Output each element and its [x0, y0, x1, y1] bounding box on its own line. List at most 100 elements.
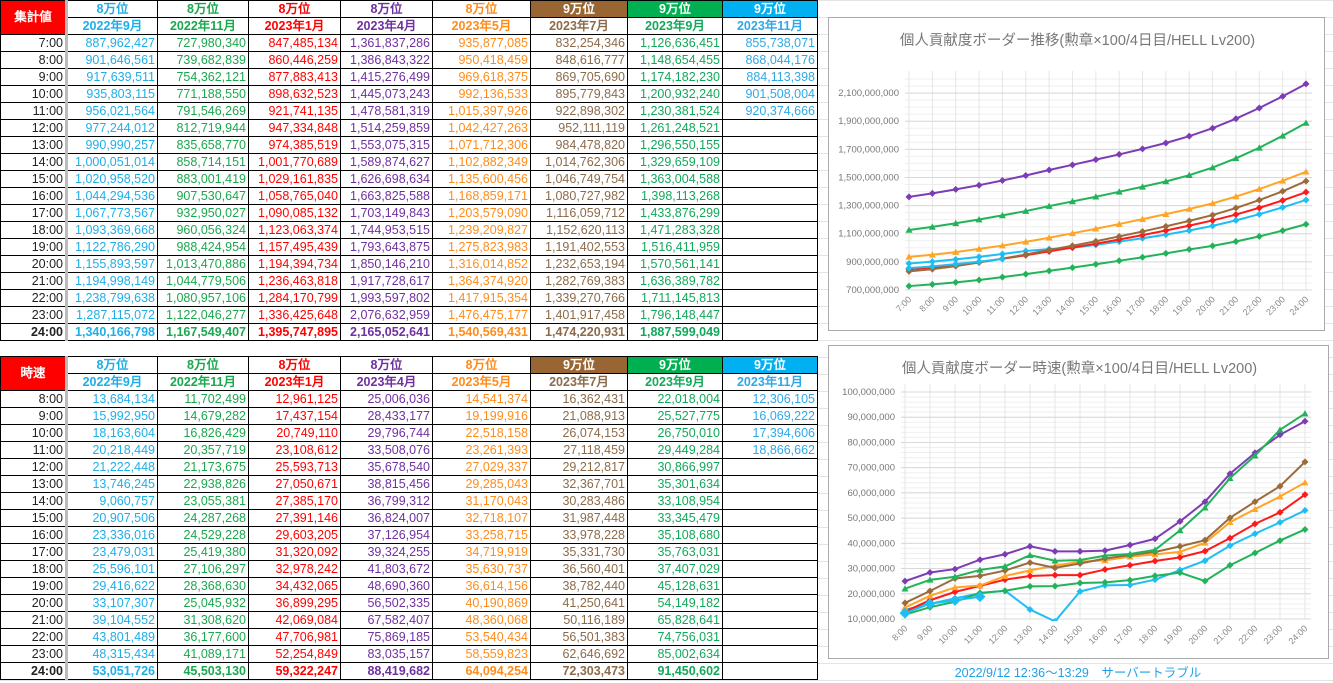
value-cell[interactable]: 877,883,413 [248, 68, 341, 86]
value-cell[interactable]: 42,069,084 [248, 611, 341, 629]
value-cell[interactable] [722, 153, 818, 171]
value-cell[interactable]: 24,529,228 [157, 526, 249, 544]
value-cell[interactable]: 83,035,157 [340, 645, 433, 663]
value-cell[interactable]: 85,002,634 [627, 645, 723, 663]
value-cell[interactable]: 754,362,121 [157, 68, 249, 86]
value-cell[interactable]: 52,254,849 [248, 645, 341, 663]
value-cell[interactable]: 58,559,823 [432, 645, 531, 663]
value-cell[interactable]: 25,527,775 [627, 407, 723, 425]
value-cell[interactable]: 901,646,561 [66, 51, 158, 69]
value-cell[interactable]: 974,385,519 [248, 136, 341, 154]
value-cell[interactable]: 33,978,228 [530, 526, 628, 544]
value-cell[interactable]: 1,711,145,813 [627, 289, 723, 307]
value-cell[interactable]: 847,485,134 [248, 34, 341, 52]
value-cell[interactable]: 1,046,749,754 [530, 170, 628, 188]
value-cell[interactable]: 990,990,257 [66, 136, 158, 154]
value-cell[interactable]: 15,992,950 [66, 407, 158, 425]
value-cell[interactable] [722, 560, 818, 578]
value-cell[interactable]: 48,690,360 [340, 577, 433, 595]
value-cell[interactable]: 1,793,643,875 [340, 238, 433, 256]
value-cell[interactable]: 1,168,859,171 [432, 187, 531, 205]
value-cell[interactable]: 1,232,653,194 [530, 255, 628, 273]
value-cell[interactable]: 13,684,134 [66, 390, 158, 408]
value-cell[interactable] [722, 509, 818, 527]
value-cell[interactable]: 1,275,823,983 [432, 238, 531, 256]
value-cell[interactable]: 16,826,429 [157, 424, 249, 442]
value-cell[interactable]: 19,199,916 [432, 407, 531, 425]
value-cell[interactable]: 20,749,110 [248, 424, 341, 442]
value-cell[interactable]: 18,866,662 [722, 441, 818, 459]
value-cell[interactable] [722, 543, 818, 561]
value-cell[interactable]: 33,258,715 [432, 526, 531, 544]
value-cell[interactable]: 1,329,659,109 [627, 153, 723, 171]
value-cell[interactable]: 1,363,004,588 [627, 170, 723, 188]
value-cell[interactable] [722, 306, 818, 324]
value-cell[interactable]: 35,331,730 [530, 543, 628, 561]
value-cell[interactable]: 848,616,777 [530, 51, 628, 69]
value-cell[interactable]: 1,316,014,852 [432, 255, 531, 273]
value-cell[interactable]: 27,050,671 [248, 475, 341, 493]
value-cell[interactable]: 33,107,307 [66, 594, 158, 612]
value-cell[interactable]: 1,191,402,553 [530, 238, 628, 256]
value-cell[interactable]: 1,071,712,306 [432, 136, 531, 154]
value-cell[interactable]: 20,357,719 [157, 441, 249, 459]
value-cell[interactable]: 64,094,254 [432, 662, 531, 680]
value-cell[interactable]: 41,250,641 [530, 594, 628, 612]
value-cell[interactable]: 14,679,282 [157, 407, 249, 425]
value-cell[interactable]: 41,089,171 [157, 645, 249, 663]
value-cell[interactable]: 898,632,523 [248, 85, 341, 103]
speed-chart[interactable]: 個人貢献度ボーダー時速(勲章×100/4日目/HELL Lv200) 8:00 9:… [828, 345, 1329, 659]
value-cell[interactable]: 21,173,675 [157, 458, 249, 476]
value-cell[interactable]: 32,718,107 [432, 509, 531, 527]
value-cell[interactable]: 922,898,302 [530, 102, 628, 120]
value-cell[interactable]: 14,541,374 [432, 390, 531, 408]
value-cell[interactable]: 31,320,092 [248, 543, 341, 561]
value-cell[interactable]: 22,018,004 [627, 390, 723, 408]
value-cell[interactable]: 25,006,036 [340, 390, 433, 408]
value-cell[interactable]: 17,437,154 [248, 407, 341, 425]
value-cell[interactable]: 13,746,245 [66, 475, 158, 493]
value-cell[interactable]: 1,386,843,322 [340, 51, 433, 69]
value-cell[interactable]: 1,663,825,588 [340, 187, 433, 205]
value-cell[interactable]: 1,471,283,328 [627, 221, 723, 239]
value-cell[interactable]: 12,306,105 [722, 390, 818, 408]
value-cell[interactable]: 1,239,209,827 [432, 221, 531, 239]
value-cell[interactable]: 31,987,448 [530, 509, 628, 527]
value-cell[interactable]: 27,118,459 [530, 441, 628, 459]
value-cell[interactable]: 17,394,606 [722, 424, 818, 442]
value-cell[interactable]: 739,682,839 [157, 51, 249, 69]
value-cell[interactable]: 935,803,115 [66, 85, 158, 103]
value-cell[interactable]: 36,560,401 [530, 560, 628, 578]
value-cell[interactable]: 48,315,434 [66, 645, 158, 663]
value-cell[interactable]: 25,045,932 [157, 594, 249, 612]
value-cell[interactable] [722, 645, 818, 663]
value-cell[interactable] [722, 272, 818, 290]
value-cell[interactable]: 858,714,151 [157, 153, 249, 171]
value-cell[interactable]: 1,553,075,315 [340, 136, 433, 154]
value-cell[interactable]: 883,001,419 [157, 170, 249, 188]
value-cell[interactable]: 988,424,954 [157, 238, 249, 256]
value-cell[interactable]: 21,222,448 [66, 458, 158, 476]
value-cell[interactable]: 37,126,954 [340, 526, 433, 544]
value-cell[interactable]: 88,419,682 [340, 662, 433, 680]
value-cell[interactable]: 16,362,431 [530, 390, 628, 408]
value-cell[interactable]: 27,106,297 [157, 560, 249, 578]
value-cell[interactable]: 38,815,456 [340, 475, 433, 493]
value-cell[interactable]: 895,779,843 [530, 85, 628, 103]
value-cell[interactable] [722, 187, 818, 205]
value-cell[interactable]: 35,630,737 [432, 560, 531, 578]
value-cell[interactable]: 1,395,747,895 [248, 323, 341, 341]
value-cell[interactable]: 1,287,115,072 [66, 306, 158, 324]
value-cell[interactable]: 1,589,874,627 [340, 153, 433, 171]
value-cell[interactable]: 1,626,698,634 [340, 170, 433, 188]
value-cell[interactable]: 1,887,599,049 [627, 323, 723, 341]
value-cell[interactable]: 1,850,146,210 [340, 255, 433, 273]
value-cell[interactable]: 67,582,407 [340, 611, 433, 629]
value-cell[interactable]: 1,284,170,799 [248, 289, 341, 307]
value-cell[interactable]: 1,361,837,286 [340, 34, 433, 52]
value-cell[interactable]: 21,088,913 [530, 407, 628, 425]
value-cell[interactable]: 1,122,046,277 [157, 306, 249, 324]
value-cell[interactable]: 36,799,312 [340, 492, 433, 510]
value-cell[interactable]: 932,950,027 [157, 204, 249, 222]
value-cell[interactable]: 29,603,205 [248, 526, 341, 544]
